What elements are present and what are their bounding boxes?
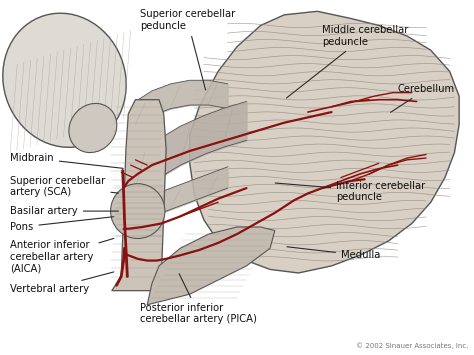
Text: Middle cerebellar
peduncle: Middle cerebellar peduncle	[286, 25, 409, 98]
Text: Superior cerebellar
artery (SCA): Superior cerebellar artery (SCA)	[10, 175, 118, 197]
Ellipse shape	[110, 184, 165, 239]
Ellipse shape	[3, 13, 126, 147]
Text: Basilar artery: Basilar artery	[10, 206, 118, 216]
Text: Anterior inferior
cerebellar artery
(AICA): Anterior inferior cerebellar artery (AIC…	[10, 239, 114, 274]
Text: Inferior cerebellar
peduncle: Inferior cerebellar peduncle	[275, 181, 426, 202]
PathPatch shape	[112, 100, 166, 291]
Text: Cerebellum: Cerebellum	[391, 84, 455, 112]
Text: © 2002 Sinauer Associates, Inc.: © 2002 Sinauer Associates, Inc.	[356, 342, 469, 349]
PathPatch shape	[190, 11, 459, 273]
PathPatch shape	[147, 227, 275, 305]
Text: Posterior inferior
cerebellar artery (PICA): Posterior inferior cerebellar artery (PI…	[140, 274, 257, 324]
Text: Medulla: Medulla	[287, 247, 380, 260]
Text: Midbrain: Midbrain	[10, 153, 123, 168]
Text: Superior cerebellar
peduncle: Superior cerebellar peduncle	[140, 9, 235, 90]
Text: Vertebral artery: Vertebral artery	[10, 272, 114, 294]
Ellipse shape	[69, 103, 117, 153]
Text: Pons: Pons	[10, 217, 114, 232]
